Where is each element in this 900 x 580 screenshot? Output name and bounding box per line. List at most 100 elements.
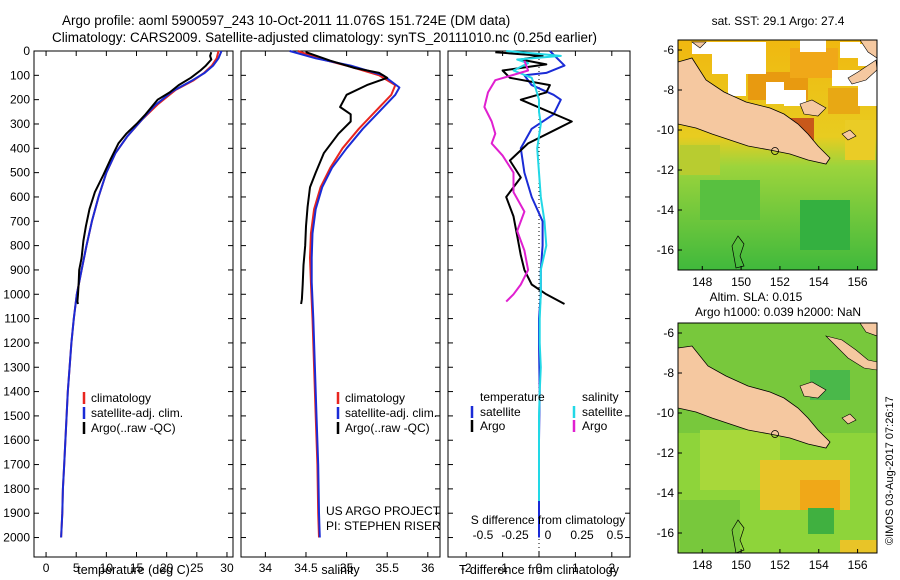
legend-label: satellite: [480, 405, 521, 419]
map-x-tick-label: 156: [848, 558, 868, 572]
map-x-tick-label: 148: [692, 275, 712, 289]
legend-label: satellite: [582, 405, 623, 419]
x-tick-label: 35: [340, 561, 354, 575]
sla-land-png: [678, 345, 831, 449]
map-y-tick-label: -14: [657, 203, 675, 217]
series-line-argo-raw-qc: [300, 51, 389, 305]
legend-label: satellite-adj. clim.: [91, 406, 183, 420]
x-axis-label: T difference from climatology: [459, 563, 620, 577]
x-tick-label-secondary: 0: [545, 528, 552, 542]
x-axis-label-secondary: S difference from climatology: [471, 513, 626, 527]
map-y-tick-label: -16: [657, 526, 675, 540]
map-x-tick-label: 152: [770, 558, 790, 572]
map-y-tick-label: -10: [657, 406, 675, 420]
y-tick-label: 1300: [3, 360, 30, 374]
series-line-temperature-satellite: [519, 50, 566, 538]
y-tick-label: 300: [10, 117, 30, 131]
map-y-tick-label: -6: [663, 43, 674, 57]
salinity-axes: [240, 50, 441, 558]
y-tick-label: 100: [10, 68, 30, 82]
map-x-tick-label: 156: [848, 275, 868, 289]
map-y-tick-label: -12: [657, 163, 675, 177]
map-x-tick-label: 154: [809, 275, 829, 289]
series-line-temperature-argo: [495, 51, 573, 305]
map-y-tick-label: -16: [657, 243, 675, 257]
map-y-tick-label: -12: [657, 446, 675, 460]
legend-label: climatology: [91, 391, 151, 405]
sla-map-frame: [677, 322, 878, 554]
x-tick-label: 2: [608, 561, 615, 575]
series-line-salinity-argo: [483, 60, 530, 303]
sla-argo-marker: [771, 430, 779, 438]
map-x-tick-label: 154: [809, 558, 829, 572]
map-y-tick-label: -8: [663, 83, 674, 97]
legend-label: climatology: [345, 391, 405, 405]
x-tick-label: 30: [220, 561, 234, 575]
x-tick-label: 1: [572, 561, 579, 575]
x-axis-label: temperature (deg C): [77, 563, 190, 577]
map-y-tick-label: -8: [663, 366, 674, 380]
x-tick-label: 0: [536, 561, 543, 575]
imos-timestamp: ©IMOS 03-Aug-2017 07:26:17: [884, 396, 896, 545]
x-tick-label: 34.5: [294, 561, 318, 575]
series-line-climatology: [60, 50, 220, 538]
y-tick-label: 1000: [3, 287, 30, 301]
legend-header-temperature: temperature: [480, 390, 545, 404]
figure-title-line-2: Climatology: CARS2009. Satellite-adjuste…: [52, 30, 598, 45]
sst-land-png: [678, 57, 831, 165]
legend-label: satellite-adj. clim.: [345, 406, 437, 420]
y-tick-label: 500: [10, 166, 30, 180]
x-tick-label-secondary: 0.25: [570, 528, 594, 542]
x-tick-label-secondary: -0.5: [473, 528, 494, 542]
x-tick-label-secondary: 0.5: [607, 528, 624, 542]
map-x-tick-label: 152: [770, 275, 790, 289]
x-tick-label: 35.5: [376, 561, 400, 575]
map-y-tick-label: -6: [663, 326, 674, 340]
y-tick-label: 0: [23, 44, 30, 58]
temperature-axes: [33, 50, 234, 558]
sst-map: [678, 40, 877, 270]
sla-map-title-line-1: Altim. SLA: 0.015: [710, 290, 803, 304]
y-tick-label: 1100: [4, 312, 30, 326]
sst-map-frame: [677, 39, 878, 271]
sst-map-title: sat. SST: 29.1 Argo: 27.4: [712, 14, 845, 28]
y-tick-label: 400: [10, 141, 30, 155]
x-tick-label: -1: [497, 561, 508, 575]
map-x-tick-label: 150: [731, 275, 751, 289]
y-tick-label: 1400: [3, 385, 30, 399]
legend-label: Argo(..raw -QC): [91, 421, 176, 435]
y-tick-label: 1200: [3, 336, 30, 350]
x-tick-label: 10: [100, 561, 114, 575]
x-axis-label: salinity: [321, 563, 360, 577]
x-tick-label: 34: [259, 561, 273, 575]
y-tick-label: 1600: [3, 433, 30, 447]
y-tick-label: 600: [10, 190, 30, 204]
figure-title-line-1: Argo profile: aoml 5900597_243 10-Oct-20…: [62, 13, 511, 28]
x-tick-label: 36: [421, 561, 435, 575]
series-line-satellite-adj-clim: [289, 50, 401, 538]
y-tick-label: 800: [10, 239, 30, 253]
map-y-tick-label: -10: [657, 123, 675, 137]
x-tick-label: 25: [190, 561, 204, 575]
legend-label: Argo(..raw -QC): [345, 421, 430, 435]
legend-label: Argo: [480, 419, 506, 433]
y-tick-label: 2000: [3, 531, 30, 545]
y-tick-label: 200: [10, 93, 30, 107]
series-line-salinity-satellite: [506, 50, 562, 501]
y-tick-label: 900: [10, 263, 30, 277]
y-tick-label: 1500: [3, 409, 30, 423]
sla-map-title-line-2: Argo h1000: 0.039 h2000: NaN: [695, 305, 861, 319]
sla-map: [678, 323, 877, 553]
legend-label: Argo: [582, 419, 608, 433]
x-tick-label: 0: [43, 561, 50, 575]
x-tick-label: -2: [461, 561, 472, 575]
pi-label: PI: STEPHEN RISER: [326, 519, 441, 533]
y-tick-label: 1900: [3, 506, 30, 520]
series-line-satellite-adj-clim: [60, 50, 223, 538]
y-tick-label: 1800: [3, 482, 30, 496]
map-y-tick-label: -14: [657, 486, 675, 500]
project-label: US ARGO PROJECT: [326, 504, 441, 518]
map-x-tick-label: 150: [731, 558, 751, 572]
sst-argo-marker: [771, 147, 779, 155]
